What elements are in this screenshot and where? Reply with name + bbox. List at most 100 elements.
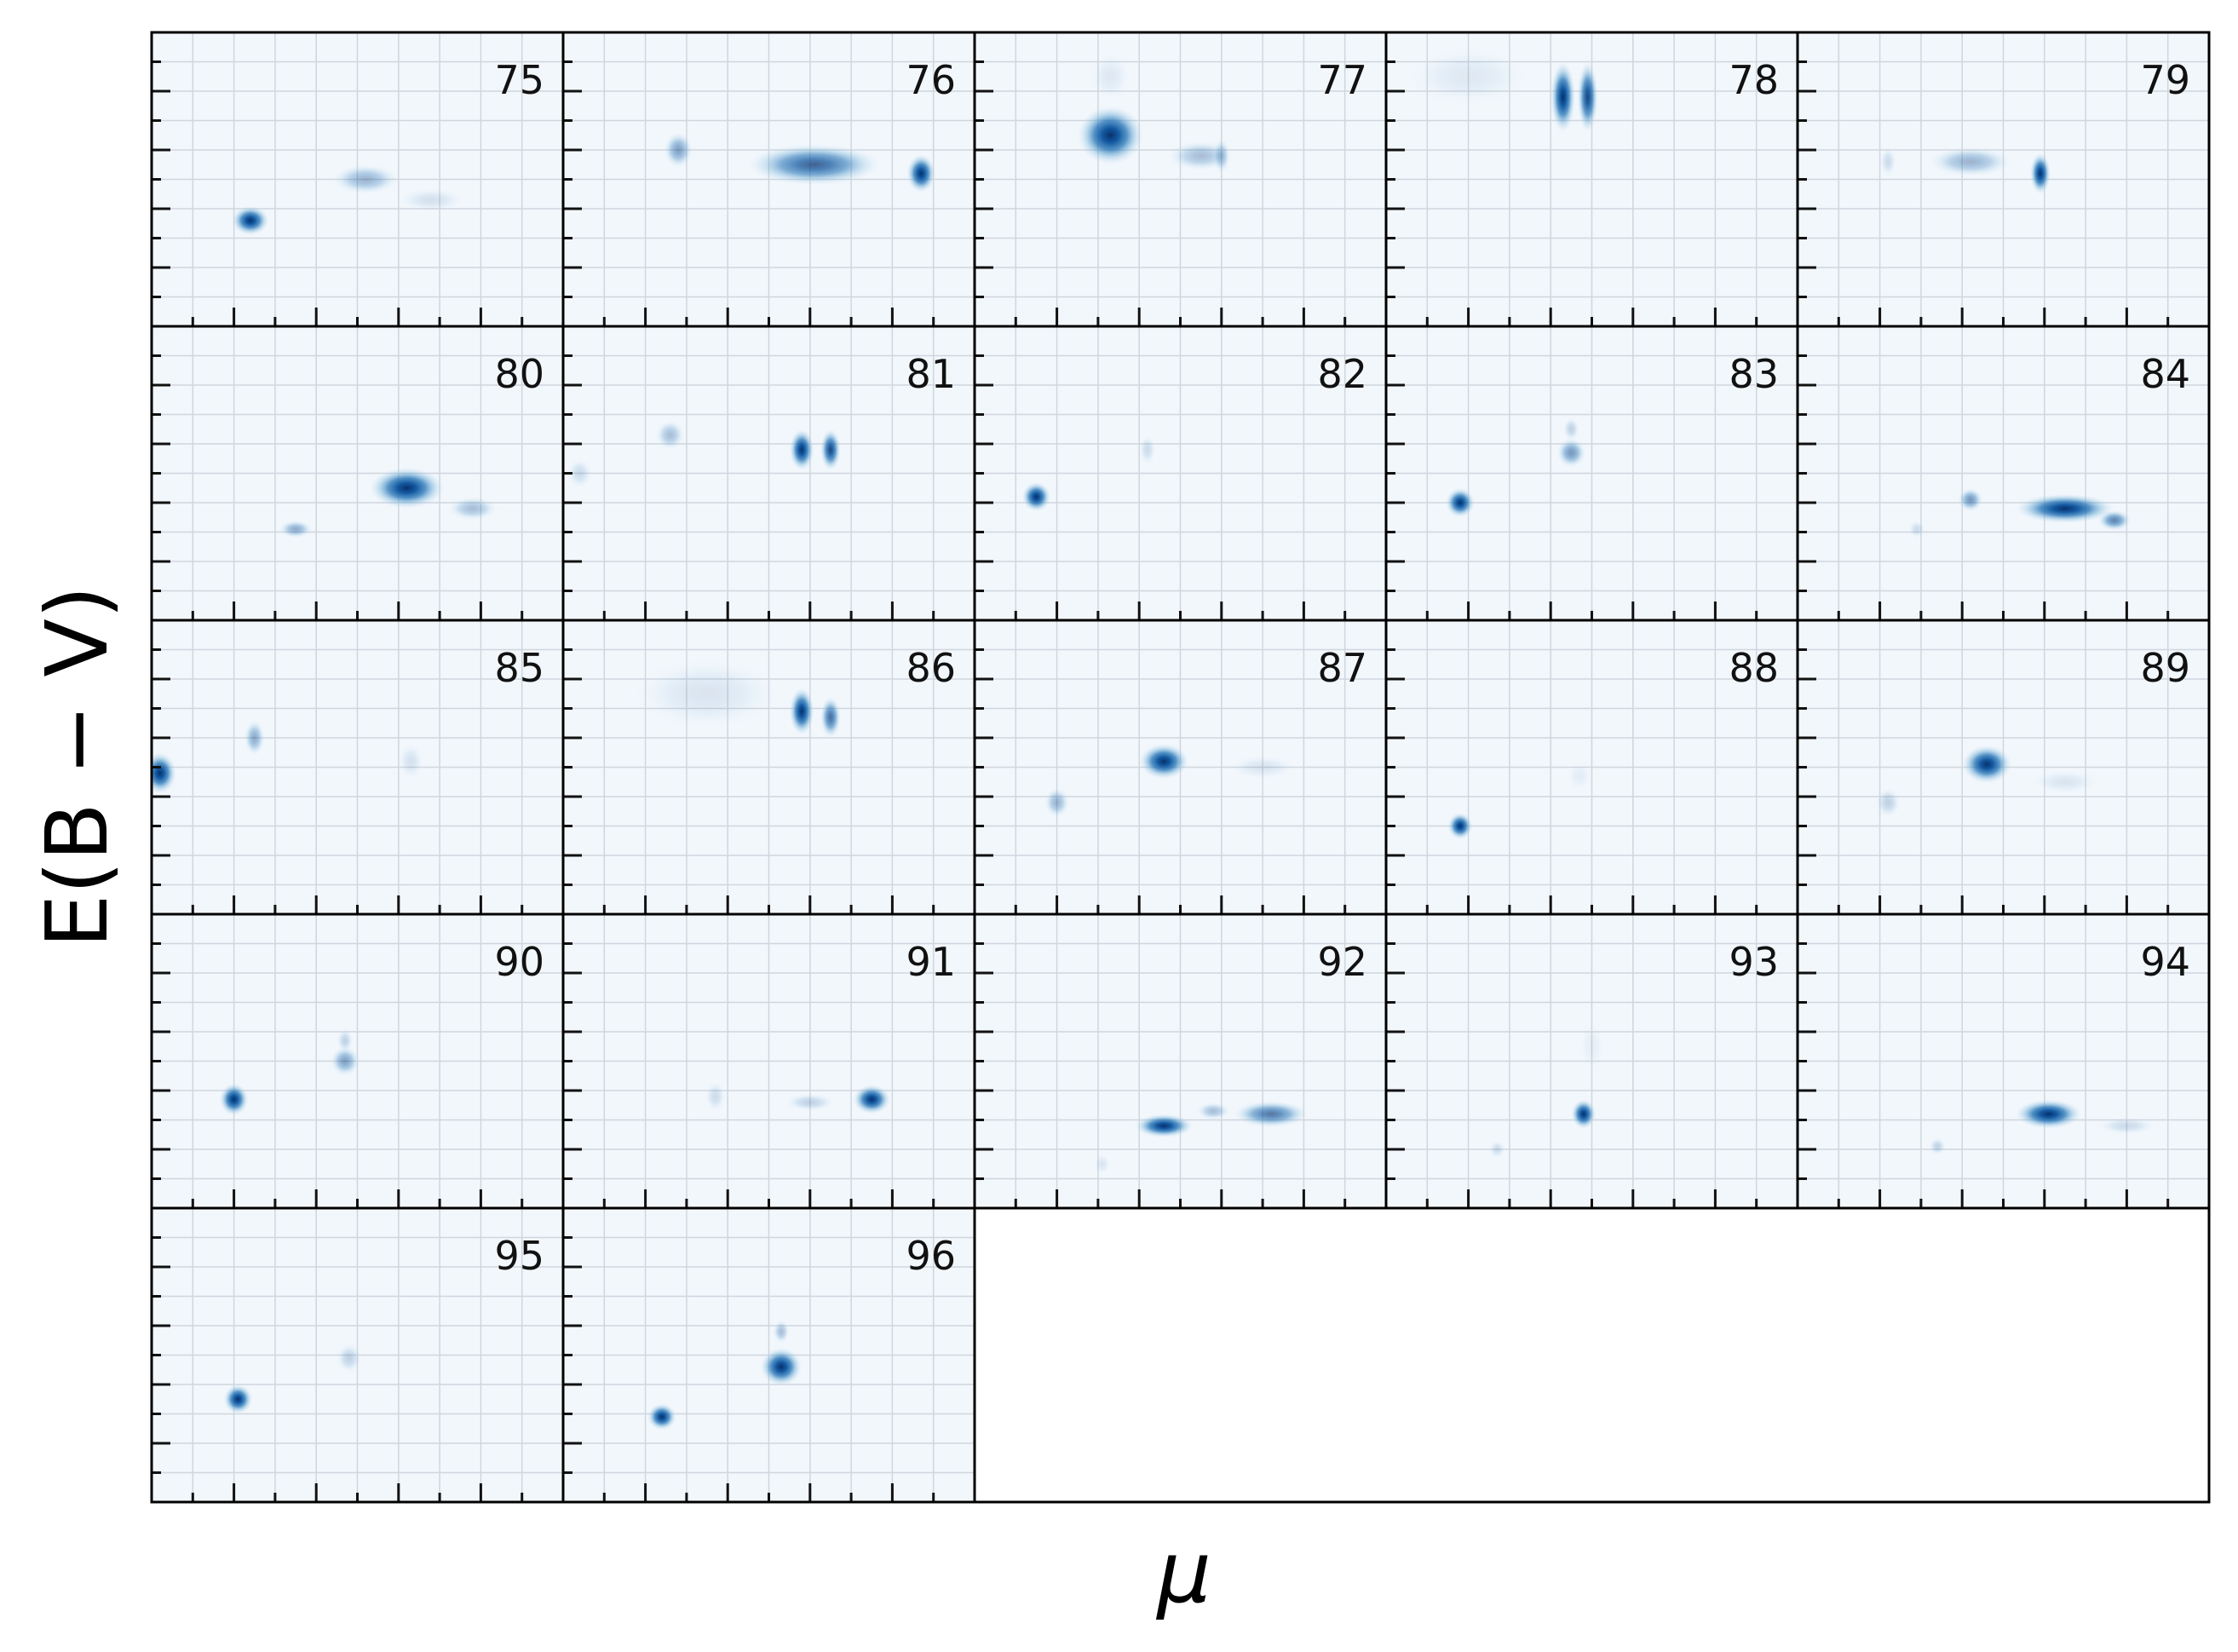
panel-ticks bbox=[1386, 942, 1758, 1208]
panel-ticks bbox=[975, 942, 1347, 1208]
density-peak bbox=[1577, 61, 1598, 133]
density-peak bbox=[337, 1343, 362, 1373]
panel-ticks bbox=[975, 354, 1347, 620]
panel-label: 76 bbox=[906, 57, 956, 103]
density-peak bbox=[1090, 53, 1131, 101]
density-peak bbox=[337, 1028, 354, 1053]
panel-label: 78 bbox=[1729, 57, 1779, 103]
density-peak bbox=[2032, 769, 2098, 794]
panel-85: 85 bbox=[150, 619, 565, 916]
panel-label: 81 bbox=[906, 351, 956, 397]
density-peak bbox=[664, 132, 693, 168]
panel-82: 82 bbox=[973, 325, 1388, 622]
density-peak bbox=[1213, 138, 1230, 174]
panel-89: 89 bbox=[1796, 619, 2211, 916]
x-axis-label: μ bbox=[1155, 1522, 1211, 1622]
density-peak bbox=[773, 1320, 790, 1344]
panel-ticks bbox=[152, 942, 524, 1208]
panel-ticks bbox=[563, 648, 935, 914]
density-peak bbox=[2015, 493, 2114, 524]
density-peak bbox=[820, 696, 842, 738]
panel-label: 86 bbox=[906, 645, 956, 691]
density-peak bbox=[1562, 417, 1580, 441]
density-peak bbox=[1879, 147, 1896, 177]
panel-label: 96 bbox=[906, 1233, 956, 1279]
density-peak bbox=[1875, 787, 1901, 818]
panel-ticks bbox=[563, 354, 935, 620]
density-peak bbox=[244, 720, 265, 756]
density-peak bbox=[748, 144, 880, 186]
panel-ticks bbox=[1386, 648, 1758, 914]
density-peak bbox=[2029, 153, 2051, 194]
panel-label: 88 bbox=[1729, 645, 1779, 691]
panel-label: 82 bbox=[1317, 351, 1367, 397]
panel-95: 95 bbox=[150, 1206, 565, 1504]
panel-83: 83 bbox=[1384, 325, 1799, 622]
panel-label: 79 bbox=[2140, 57, 2190, 103]
density-peak bbox=[906, 154, 936, 193]
density-peak bbox=[1556, 438, 1586, 468]
panel-79: 79 bbox=[1796, 31, 2211, 328]
density-peak bbox=[647, 1403, 676, 1430]
panel-ticks bbox=[975, 648, 1347, 914]
panel-ticks bbox=[152, 60, 524, 326]
panel-label: 84 bbox=[2140, 351, 2190, 397]
density-peak bbox=[820, 429, 842, 471]
panel-ticks bbox=[1386, 354, 1758, 620]
density-peak bbox=[152, 752, 176, 794]
panel-label: 92 bbox=[1317, 939, 1367, 985]
panel-91: 91 bbox=[561, 912, 976, 1210]
density-peak bbox=[1958, 487, 1983, 512]
density-peak bbox=[398, 187, 465, 212]
density-peak bbox=[1579, 1022, 1604, 1070]
panel-label: 85 bbox=[494, 645, 544, 691]
density-peak bbox=[2015, 1099, 2082, 1129]
density-peak bbox=[1077, 106, 1144, 165]
panel-76: 76 bbox=[561, 31, 976, 328]
density-peak bbox=[785, 1093, 835, 1112]
density-peak bbox=[705, 1081, 726, 1112]
density-peak bbox=[1139, 743, 1189, 780]
panel-96: 96 bbox=[561, 1206, 976, 1504]
density-peak bbox=[1229, 755, 1296, 780]
panel-label: 80 bbox=[494, 351, 544, 397]
panel-label: 87 bbox=[1317, 645, 1367, 691]
panel-84: 84 bbox=[1796, 325, 2211, 622]
panel-81: 81 bbox=[561, 325, 976, 622]
density-peak bbox=[1962, 745, 2012, 784]
density-peak bbox=[655, 420, 685, 450]
panel-label: 90 bbox=[494, 939, 544, 985]
panel-ticks bbox=[152, 1236, 524, 1502]
density-peak bbox=[1447, 812, 1473, 840]
y-axis-label: E(B − V) bbox=[27, 585, 127, 948]
panel-label: 94 bbox=[2140, 939, 2190, 985]
panel-ticks bbox=[1798, 648, 2170, 914]
density-peak bbox=[279, 520, 313, 538]
panel-86: 86 bbox=[561, 619, 976, 916]
density-peak bbox=[1550, 61, 1576, 133]
panel-93: 93 bbox=[1384, 912, 1799, 1210]
panel-88: 88 bbox=[1384, 619, 1799, 916]
density-peak bbox=[1567, 761, 1592, 791]
density-peak bbox=[1446, 487, 1475, 518]
density-peak bbox=[398, 743, 423, 780]
panel-grid: 75 76 77 78 79 80 81 82 83 84 85 86 87 88 89 90 91 92 93 94… bbox=[150, 31, 2211, 1504]
density-peak bbox=[1139, 435, 1156, 465]
panel-label: 77 bbox=[1317, 57, 1367, 103]
density-peak bbox=[789, 429, 814, 471]
density-peak bbox=[853, 1085, 890, 1114]
panel-78: 78 bbox=[1384, 31, 1799, 328]
density-peak bbox=[219, 1083, 249, 1116]
density-peak bbox=[223, 1384, 253, 1414]
panel-ticks bbox=[152, 648, 524, 914]
density-peak bbox=[2097, 1117, 2156, 1135]
panel-ticks bbox=[975, 60, 1347, 326]
panel-label: 93 bbox=[1729, 939, 1779, 985]
density-peak bbox=[633, 658, 781, 729]
density-peak bbox=[2097, 509, 2132, 531]
density-peak bbox=[369, 467, 444, 509]
density-peak bbox=[1571, 1099, 1597, 1129]
density-peak bbox=[1094, 1154, 1111, 1175]
panel-label: 83 bbox=[1729, 351, 1779, 397]
